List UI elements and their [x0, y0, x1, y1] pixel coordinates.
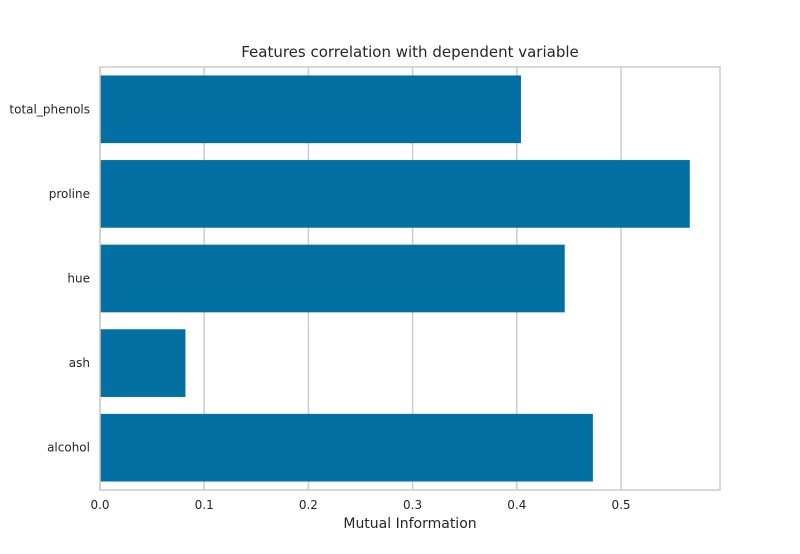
x-tick-label: 0.5 [611, 498, 630, 512]
bar-total-phenols [100, 75, 521, 144]
bar-alcohol [100, 413, 593, 482]
y-tick-label: hue [67, 272, 90, 286]
y-tick-label: ash [69, 356, 90, 370]
y-tick-label: alcohol [47, 441, 90, 455]
y-tick-label: proline [49, 187, 90, 201]
plot-frame [99, 66, 721, 491]
bars [100, 75, 690, 482]
x-axis-label: Mutual Information [343, 516, 476, 532]
x-tick-label: 0.2 [299, 498, 318, 512]
x-tick-labels: 0.0 0.1 0.2 0.3 0.4 0.5 [90, 498, 630, 512]
y-tick-label: total_phenols [9, 102, 90, 116]
x-tick-label: 0.3 [403, 498, 422, 512]
y-tick-labels: alcohol ash hue proline total_phenols [9, 102, 90, 454]
bar-proline [100, 160, 690, 228]
x-tick-label: 0.1 [195, 498, 214, 512]
x-tick-label: 0.4 [507, 498, 526, 512]
bar-hue [100, 244, 565, 313]
x-tick-label: 0.0 [90, 498, 109, 512]
chart-title: Features correlation with dependent vari… [241, 43, 579, 61]
bar-ash [100, 329, 186, 397]
